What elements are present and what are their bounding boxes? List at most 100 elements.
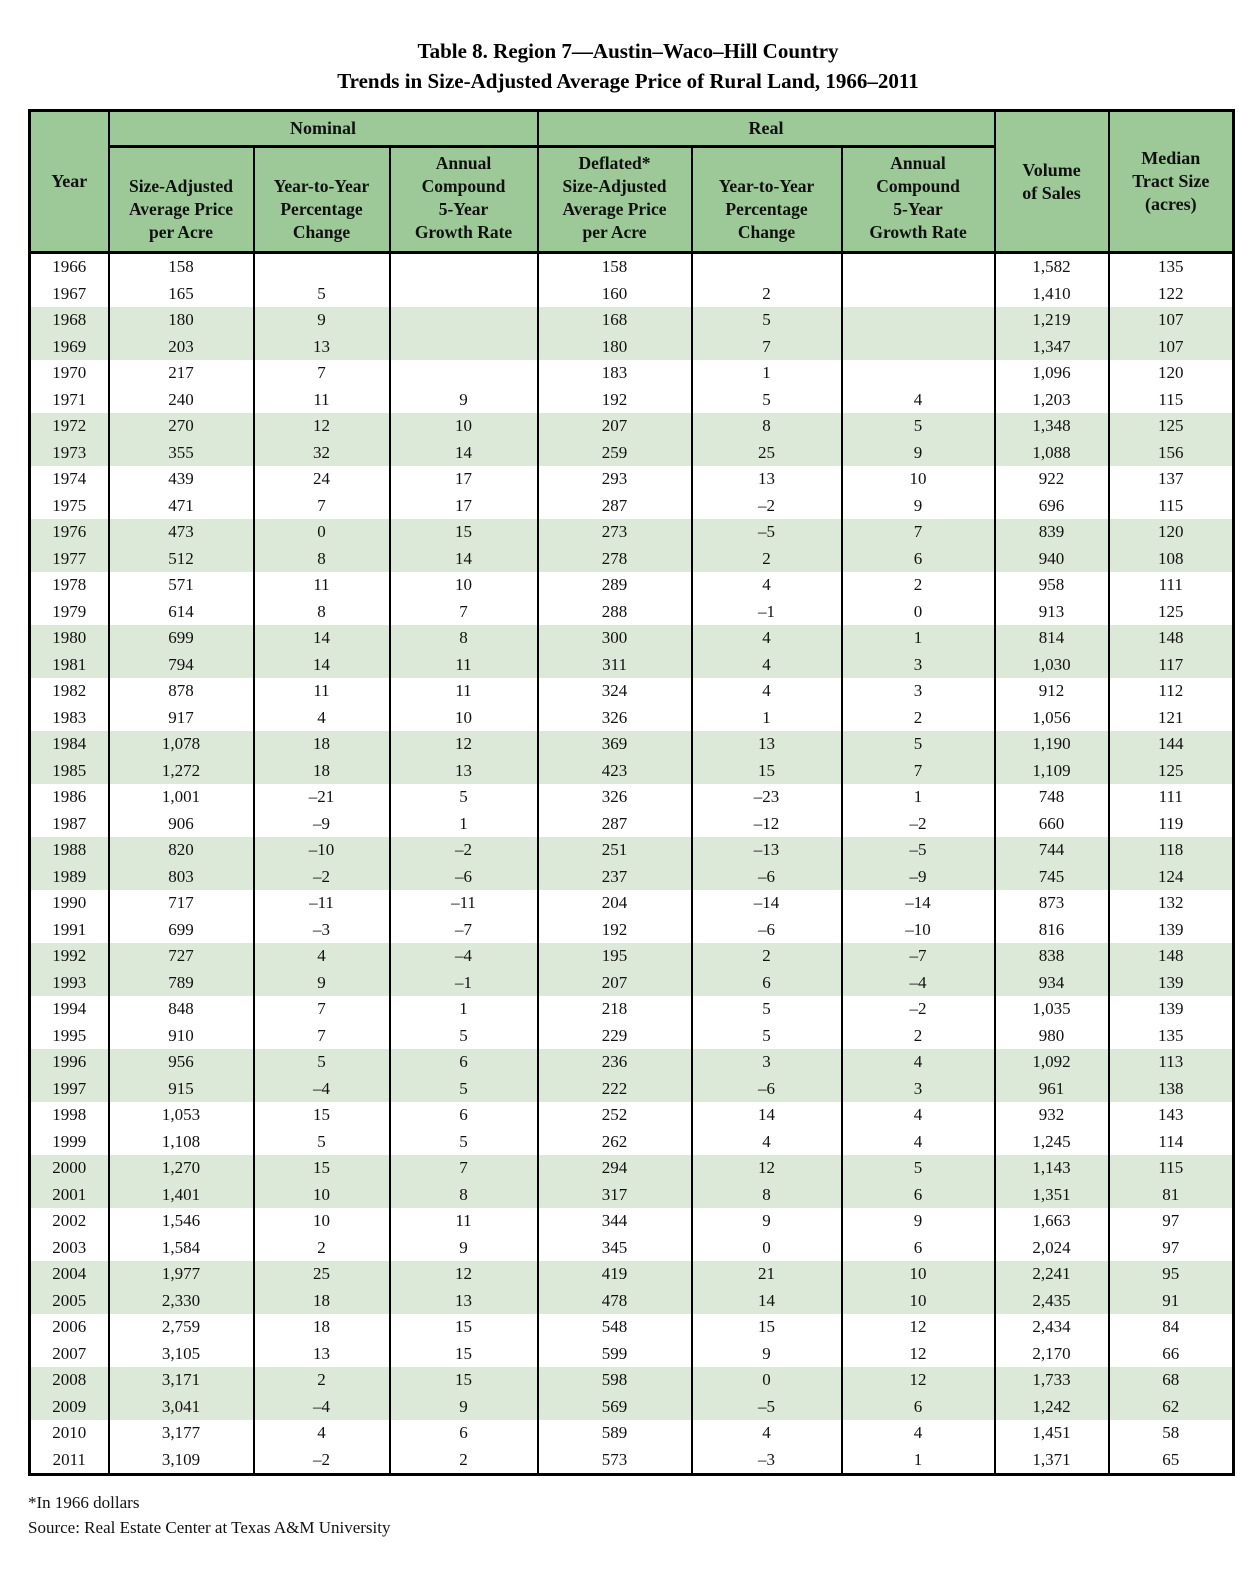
value-cell: 12 (252, 413, 391, 440)
col-header-median-tract-size: Median Tract Size (acres) (1107, 110, 1235, 254)
year-cell: 2010 (28, 1420, 110, 1447)
value-cell: 10 (388, 704, 539, 731)
value-cell: 4 (840, 1128, 996, 1155)
value-cell: 240 (107, 386, 255, 413)
value-cell: 14 (252, 625, 391, 652)
value-cell (388, 360, 539, 387)
value-cell: 369 (536, 731, 693, 758)
value-cell: 5 (252, 1128, 391, 1155)
year-cell: 1970 (28, 360, 110, 387)
value-cell: 571 (107, 572, 255, 599)
value-cell: 2,170 (993, 1340, 1110, 1367)
group-header-nominal: Nominal (107, 110, 539, 148)
value-cell: 13 (388, 757, 539, 784)
value-cell: 2 (252, 1367, 391, 1394)
value-cell: 548 (536, 1314, 693, 1341)
table-row: 1989 803 –2 –6 237 –6 –9 745 124 (28, 863, 1235, 890)
value-cell: 4 (690, 572, 843, 599)
table-row: 2007 3,105 13 15 599 9 12 2,170 66 (28, 1340, 1235, 1367)
value-cell: 3,041 (107, 1393, 255, 1420)
value-cell: –9 (840, 863, 996, 890)
value-cell: –5 (690, 1393, 843, 1420)
value-cell: 1,190 (993, 731, 1110, 758)
group-header-row: Year Nominal Real Volume of Sales Median… (28, 110, 1235, 254)
value-cell: 1 (840, 784, 996, 811)
table-row: 1992 727 4 –4 195 2 –7 838 148 (28, 943, 1235, 970)
value-cell: 699 (107, 916, 255, 943)
value-cell: 7 (388, 598, 539, 625)
value-cell: 8 (388, 625, 539, 652)
value-cell: 168 (536, 307, 693, 334)
value-cell: 138 (1107, 1075, 1235, 1102)
table-row: 1969 203 13 180 7 1,347 107 (28, 333, 1235, 360)
value-cell: 192 (536, 916, 693, 943)
value-cell: 344 (536, 1208, 693, 1235)
value-cell: 932 (993, 1102, 1110, 1129)
value-cell: 119 (1107, 810, 1235, 837)
value-cell: 192 (536, 386, 693, 413)
value-cell: 1,347 (993, 333, 1110, 360)
value-cell: 107 (1107, 307, 1235, 334)
value-cell: 1,272 (107, 757, 255, 784)
table-row: 1975 471 7 17 287 –2 9 696 115 (28, 492, 1235, 519)
value-cell: 121 (1107, 704, 1235, 731)
value-cell: 4 (690, 1420, 843, 1447)
value-cell: 589 (536, 1420, 693, 1447)
value-cell: 14 (252, 651, 391, 678)
value-cell: 2 (840, 704, 996, 731)
value-cell: 2 (690, 280, 843, 307)
year-cell: 1972 (28, 413, 110, 440)
value-cell: 2 (690, 545, 843, 572)
value-cell: 910 (107, 1022, 255, 1049)
year-cell: 2004 (28, 1261, 110, 1288)
value-cell: 814 (993, 625, 1110, 652)
table-row: 1982 878 11 11 324 4 3 912 112 (28, 678, 1235, 705)
value-cell: 1,203 (993, 386, 1110, 413)
value-cell: 2,024 (993, 1234, 1110, 1261)
value-cell: 84 (1107, 1314, 1235, 1341)
value-cell (840, 307, 996, 334)
value-cell: 7 (252, 1022, 391, 1049)
value-cell: 439 (107, 466, 255, 493)
value-cell: –5 (840, 837, 996, 864)
value-cell: 326 (536, 784, 693, 811)
value-cell: –4 (840, 969, 996, 996)
value-cell: 18 (252, 1287, 391, 1314)
value-cell: 5 (690, 386, 843, 413)
col-header-year: Year (28, 110, 110, 254)
value-cell: 18 (252, 1314, 391, 1341)
value-cell: 125 (1107, 413, 1235, 440)
value-cell: –4 (388, 943, 539, 970)
value-cell: 696 (993, 492, 1110, 519)
value-cell: 816 (993, 916, 1110, 943)
value-cell: 311 (536, 651, 693, 678)
value-cell: 139 (1107, 996, 1235, 1023)
value-cell: 4 (252, 704, 391, 731)
value-cell: 120 (1107, 519, 1235, 546)
year-cell: 1995 (28, 1022, 110, 1049)
value-cell: –6 (690, 863, 843, 890)
value-cell: –9 (252, 810, 391, 837)
year-cell: 1984 (28, 731, 110, 758)
table-row: 1983 917 4 10 326 1 2 1,056 121 (28, 704, 1235, 731)
value-cell: 2 (252, 1234, 391, 1261)
col-header-nominal-yty-change: Year-to-Year Percentage Change (252, 146, 391, 254)
table-row: 2008 3,171 2 15 598 0 12 1,733 68 (28, 1367, 1235, 1394)
value-cell: 2,330 (107, 1287, 255, 1314)
value-cell: –14 (840, 890, 996, 917)
year-cell: 1979 (28, 598, 110, 625)
value-cell: 13 (388, 1287, 539, 1314)
value-cell: 1 (388, 996, 539, 1023)
year-cell: 1981 (28, 651, 110, 678)
value-cell: 980 (993, 1022, 1110, 1049)
value-cell: –2 (252, 863, 391, 890)
value-cell: 289 (536, 572, 693, 599)
value-cell: 97 (1107, 1208, 1235, 1235)
value-cell: 12 (840, 1340, 996, 1367)
value-cell: 5 (840, 731, 996, 758)
value-cell: 124 (1107, 863, 1235, 890)
value-cell: 848 (107, 996, 255, 1023)
value-cell: 270 (107, 413, 255, 440)
value-cell: 158 (107, 252, 255, 281)
value-cell: 14 (388, 545, 539, 572)
